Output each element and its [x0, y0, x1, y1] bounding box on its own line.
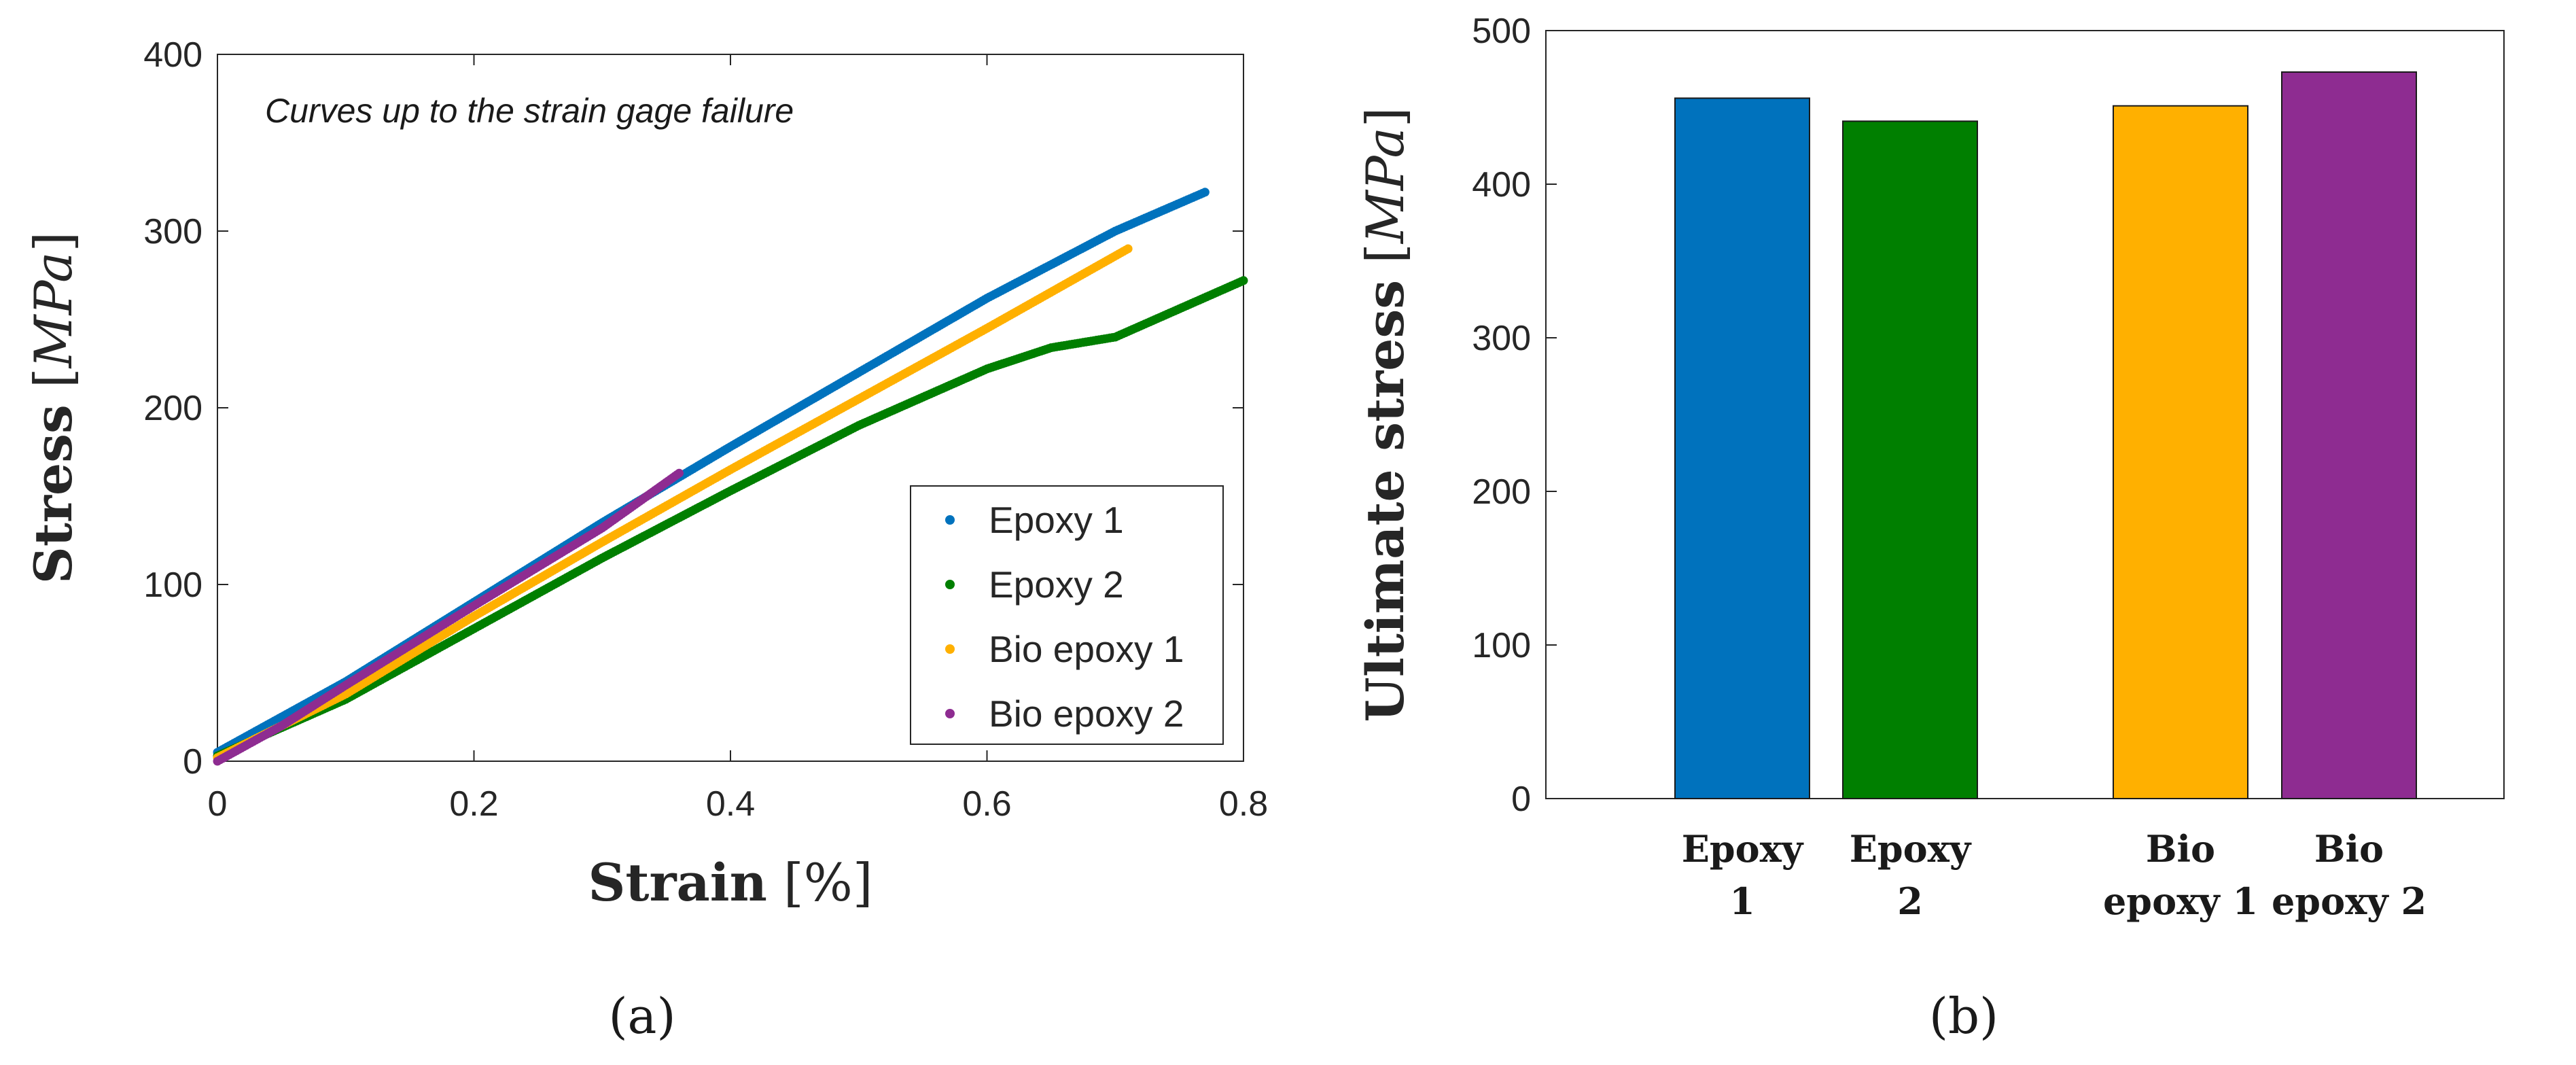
x-tick-label: 0: [208, 784, 228, 824]
x-axis-label: Strain [%]: [588, 852, 872, 913]
legend-label: Epoxy 2: [989, 563, 1124, 606]
data-point: [1200, 188, 1210, 197]
annotation-text: Curves up to the strain gage failure: [265, 92, 794, 130]
legend-label: Epoxy 1: [989, 499, 1124, 541]
y-tick-label-b: 400: [1472, 165, 1531, 205]
x-tick-label: 0.4: [706, 784, 755, 824]
y-tick-label: 200: [143, 389, 202, 428]
y-tick-label-b: 200: [1472, 472, 1531, 512]
panel-label-b: (b): [1929, 988, 1998, 1045]
y-tick-label-b: 0: [1511, 780, 1531, 819]
bar: [2281, 71, 2417, 799]
y-tick-label-b: 100: [1472, 626, 1531, 665]
bar: [1674, 97, 1810, 800]
legend-marker: [945, 644, 955, 654]
series-epoxy-2: [213, 276, 1248, 761]
legend: Epoxy 1 Epoxy 2 Bio epoxy 1 Bio epoxy 2: [910, 485, 1224, 745]
y-tick-label: 400: [143, 35, 202, 75]
x-tick-label: 0.6: [962, 784, 1011, 824]
y-tick-label: 300: [143, 212, 202, 251]
category-label: Epoxy: [1682, 827, 1804, 871]
data-point: [675, 468, 684, 478]
bar: [2113, 105, 2248, 800]
category-label: Bio: [2146, 827, 2215, 871]
y-axis-label-b: Ultimate stress [MPa]: [1355, 107, 1415, 722]
y-axis-label: Stress [MPa]: [23, 232, 84, 584]
category-label: 1: [1729, 879, 1755, 923]
y-tick-label: 100: [143, 565, 202, 605]
legend-marker: [945, 580, 955, 589]
legend-label: Bio epoxy 2: [989, 693, 1184, 735]
bar: [1842, 120, 1978, 799]
x-tick-label: 0.2: [449, 784, 498, 824]
legend-label: Bio epoxy 1: [989, 628, 1184, 670]
legend-marker: [945, 709, 955, 718]
category-label: epoxy 1: [2103, 879, 2258, 923]
category-label: Epoxy: [1850, 827, 1972, 871]
category-label: Bio: [2314, 827, 2384, 871]
series-bio-epoxy-2: [213, 468, 684, 766]
category-label: epoxy 2: [2272, 879, 2427, 923]
data-point: [1123, 244, 1133, 254]
y-tick-label: 0: [183, 742, 202, 782]
x-tick-label: 0.8: [1219, 784, 1268, 824]
y-tick-label-b: 300: [1472, 319, 1531, 358]
panel-label-a: (a): [608, 988, 675, 1045]
panel-a-stress-strain-chart: 0 0.2 0.4 0.6 0.8 0 100 200 300 400 Curves up to …: [23, 35, 1268, 1045]
data-point: [1239, 276, 1248, 285]
panel-b-ultimate-stress-chart: 0 100 200 300 400 500 Epoxy 1 Epoxy 2 Bio epoxy 1 B…: [1355, 12, 2505, 1045]
legend-box: [910, 485, 1224, 745]
category-label: 2: [1897, 879, 1923, 923]
legend-marker: [945, 515, 955, 525]
y-tick-label-b: 500: [1472, 12, 1531, 51]
